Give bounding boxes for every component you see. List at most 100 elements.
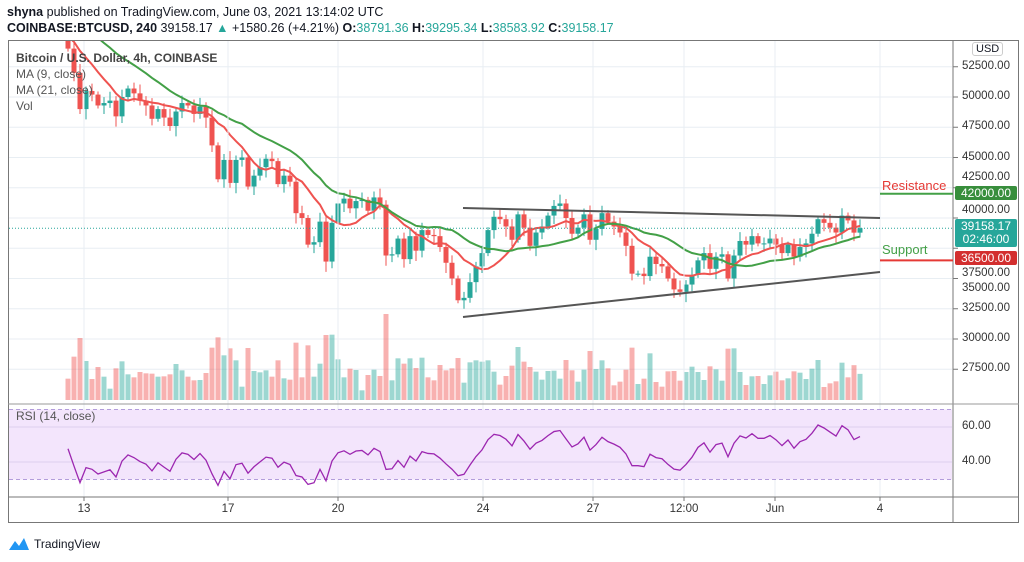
volume-bar <box>311 376 317 400</box>
volume-bar <box>323 335 329 400</box>
volume-bar <box>299 377 305 400</box>
volume-bar <box>473 360 479 400</box>
low-value: 38583.92 <box>492 21 545 35</box>
candle-body <box>473 266 479 283</box>
legend-ma9[interactable]: MA (9, close) <box>16 67 87 81</box>
volume-bar <box>107 388 113 400</box>
candle-body <box>143 100 149 106</box>
volume-bar <box>833 381 839 400</box>
candle-body <box>329 222 335 262</box>
candle-body <box>299 213 305 218</box>
volume-bar <box>503 376 509 400</box>
change: +1580.26 (+4.21%) <box>232 21 340 35</box>
candle-body <box>659 263 665 267</box>
candle-body <box>545 215 551 227</box>
price-tick-label: 27500.00 <box>962 362 1010 375</box>
volume-bar <box>245 348 251 400</box>
price-tick-label: 35000.00 <box>962 282 1010 294</box>
candle-body <box>113 100 119 117</box>
time-tick-label: 12:00 <box>669 503 699 515</box>
candle-body <box>857 228 863 233</box>
candle-body <box>629 245 635 274</box>
volume-bar <box>527 367 533 400</box>
volume-bar <box>281 378 287 400</box>
legend-vol[interactable]: Vol <box>16 99 33 113</box>
legend-rsi[interactable]: RSI (14, close) <box>16 409 96 423</box>
tradingview-logo[interactable]: TradingView <box>8 537 100 551</box>
candle-body <box>287 175 293 182</box>
publish-info: shyna published on TradingView.com, June… <box>7 5 383 19</box>
volume-bar <box>287 379 293 400</box>
volume-bar <box>647 353 653 400</box>
volume-bar <box>341 377 347 400</box>
candle-body <box>575 227 581 234</box>
symbol: COINBASE:BTCUSD, 240 <box>7 21 158 35</box>
volume-bar <box>821 387 827 400</box>
volume-bar <box>815 360 821 400</box>
volume-bar <box>359 390 365 400</box>
volume-bar <box>293 342 299 400</box>
volume-bar <box>665 371 671 400</box>
candle-body <box>515 214 521 240</box>
candle-body <box>701 253 707 261</box>
volume-bar <box>701 380 707 400</box>
candle-body <box>149 105 155 119</box>
candle-body <box>155 109 161 119</box>
volume-bar <box>761 384 767 400</box>
candle-body <box>713 256 719 269</box>
candle-body <box>221 159 227 180</box>
volume-bar <box>683 372 689 400</box>
candle-body <box>275 161 281 185</box>
volume-bar <box>671 371 677 400</box>
candle-body <box>383 204 389 256</box>
candle-body <box>695 260 701 275</box>
chart-frame[interactable] <box>8 40 1019 523</box>
candle-body <box>761 243 767 245</box>
volume-bar <box>719 380 725 400</box>
rsi-tick-40: 40.00 <box>962 455 991 467</box>
price-tick-label: 45000.00 <box>962 150 1010 163</box>
volume-bar <box>449 368 455 400</box>
volume-bar <box>599 360 605 400</box>
candle-body <box>497 216 503 220</box>
candle-body <box>773 238 779 245</box>
candle-body <box>437 236 443 248</box>
candle-body <box>731 255 737 279</box>
volume-bar <box>857 373 863 400</box>
volume-bar <box>389 380 395 400</box>
up-arrow-icon: ▲ <box>216 21 229 35</box>
candle-body <box>569 218 575 234</box>
volume-bar <box>551 370 557 400</box>
volume-bar <box>659 386 665 400</box>
candle-body <box>131 88 137 94</box>
candle-body <box>677 289 683 292</box>
price-tick-label: 52500.00 <box>962 60 1010 72</box>
candle-body <box>281 175 287 185</box>
volume-bar <box>425 377 431 400</box>
volume-bar <box>497 384 503 400</box>
volume-bar <box>731 348 737 400</box>
candle-body <box>371 197 377 211</box>
candle-body <box>245 157 251 187</box>
candle-body <box>833 227 839 233</box>
volume-bar <box>797 372 803 400</box>
candle-body <box>389 254 395 256</box>
high-label: H: <box>412 21 426 35</box>
time-tick-label: 13 <box>77 503 91 515</box>
candle-body <box>353 201 359 209</box>
candle-body <box>581 214 587 228</box>
volume-bar <box>767 375 773 400</box>
price-tick-label: 42500.00 <box>962 171 1010 183</box>
volume-bar <box>845 377 851 400</box>
candle-body <box>623 232 629 246</box>
last-price-box: 39158.17 02:46:00 <box>955 219 1017 247</box>
time-tick-label: 20 <box>331 503 345 515</box>
legend-ma21[interactable]: MA (21, close) <box>16 83 93 97</box>
candle-body <box>689 274 695 285</box>
volume-bar <box>233 360 239 400</box>
candle-body <box>173 111 179 127</box>
currency-label[interactable]: USD <box>972 42 1004 56</box>
legend-title: Bitcoin / U.S. Dollar, 4h, COINBASE <box>16 51 218 65</box>
countdown: 02:46:00 <box>962 232 1010 246</box>
